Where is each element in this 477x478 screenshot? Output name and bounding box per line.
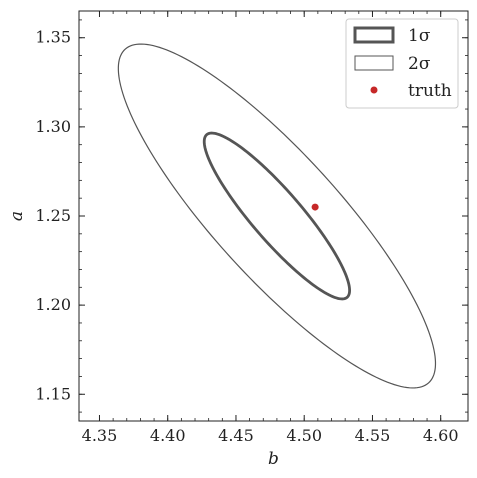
- truth-point: [311, 203, 319, 211]
- x-tick-label: 4.55: [355, 426, 391, 445]
- y-tick-label: 1.30: [35, 117, 71, 136]
- legend-swatch-1sigma: [353, 26, 395, 44]
- y-ticks: 1.15 1.20 1.25 1.30 1.35: [35, 19, 468, 413]
- legend-marker-truth: [370, 86, 378, 94]
- y-tick-label: 1.25: [35, 206, 71, 225]
- ellipse-2sigma: [117, 43, 437, 389]
- ellipses-layer: [117, 43, 437, 389]
- legend-label-1sigma: 1σ: [408, 26, 431, 46]
- y-axis-label: a: [7, 211, 27, 221]
- x-tick-label: 4.50: [286, 426, 322, 445]
- x-tick-label: 4.40: [150, 426, 186, 445]
- plot-area: 4.35 4.40 4.45 4.50 4.55 4.60 1.15 1.20 1.25 1.3…: [35, 10, 469, 445]
- ellipse-1sigma: [202, 131, 351, 301]
- points-layer: [311, 203, 319, 211]
- legend-swatch-2sigma: [354, 55, 394, 71]
- y-tick-label: 1.20: [35, 295, 71, 314]
- legend-label-2sigma: 2σ: [408, 54, 431, 74]
- y-tick-label: 1.35: [35, 28, 71, 47]
- y-tick-label: 1.15: [35, 384, 71, 403]
- x-ticks: 4.35 4.40 4.45 4.50 4.55 4.60: [82, 11, 459, 445]
- legend-label-truth: truth: [408, 81, 452, 101]
- x-tick-label: 4.60: [423, 426, 459, 445]
- x-tick-label: 4.35: [82, 426, 118, 445]
- legend: 1σ 2σ truth: [345, 18, 459, 109]
- x-axis-label: b: [268, 449, 279, 469]
- x-tick-label: 4.45: [218, 426, 254, 445]
